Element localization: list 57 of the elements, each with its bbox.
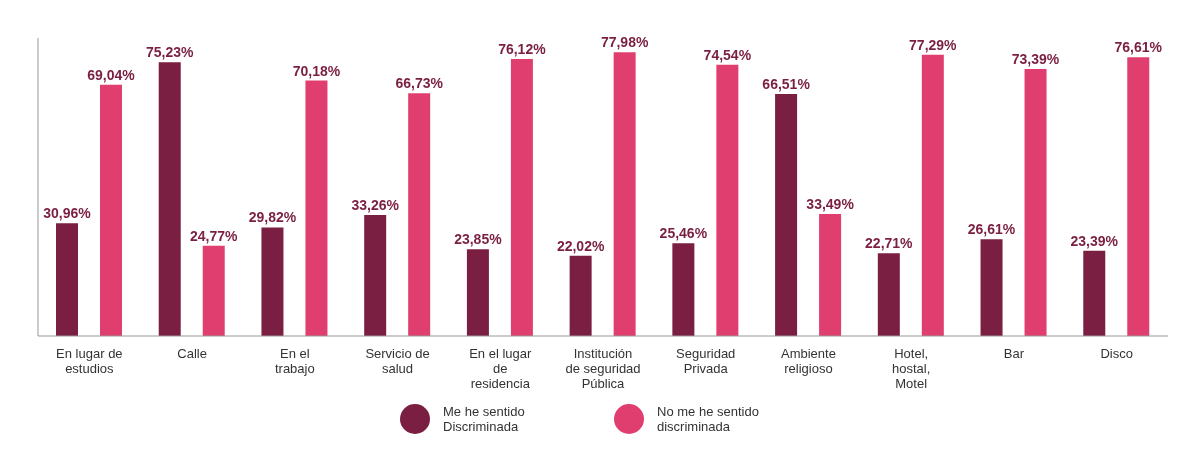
legend-label: No me he sentido discriminada	[657, 404, 760, 434]
data-label: 33,26%	[351, 196, 400, 213]
x-tick-label: Seguridad Privada	[676, 346, 736, 376]
data-label: 30,96%	[43, 205, 92, 222]
bar	[819, 214, 842, 336]
x-tick-label: En lugar de estudios	[56, 346, 123, 376]
bar	[613, 52, 636, 336]
data-label: 77,29%	[909, 36, 958, 53]
data-label: 69,04%	[87, 66, 136, 83]
data-label: 66,51%	[762, 75, 811, 92]
bar	[261, 227, 284, 336]
data-label: 25,46%	[659, 225, 708, 242]
x-tick-label: Disco	[1100, 346, 1133, 361]
data-label: 26,61%	[967, 221, 1016, 238]
bar	[510, 58, 533, 336]
x-tick-label: Calle	[177, 346, 207, 361]
bar	[1024, 68, 1047, 336]
data-label: 29,82%	[248, 209, 297, 226]
bar	[672, 243, 695, 336]
data-label: 77,98%	[600, 34, 649, 51]
data-label: 22,02%	[556, 237, 605, 254]
data-label: 75,23%	[145, 44, 195, 61]
x-tick-label: Hotel, hostal, Motel	[892, 346, 931, 391]
bar	[305, 80, 328, 336]
bar	[716, 64, 739, 336]
legend-label: Me he sentido Discriminada	[443, 404, 526, 434]
bar	[408, 93, 431, 336]
x-tick-label: Ambiente religioso	[780, 346, 836, 376]
bar	[569, 255, 592, 336]
data-label: 22,71%	[865, 235, 914, 252]
bar	[877, 253, 900, 336]
data-label: 70,18%	[292, 62, 341, 79]
bar	[158, 62, 181, 336]
bar	[775, 93, 798, 336]
x-tick-label: En el lugar de residencia	[469, 346, 533, 391]
bar	[921, 54, 944, 336]
bar	[202, 245, 225, 336]
x-tick-label: En el trabajo	[274, 346, 315, 376]
bar	[980, 239, 1003, 336]
bar	[56, 223, 78, 336]
data-label: 74,54%	[703, 46, 752, 63]
x-tick-label: Bar	[1003, 346, 1025, 361]
bar	[364, 214, 387, 336]
data-label: 76,12%	[498, 40, 547, 57]
bar	[100, 84, 122, 336]
x-tick-label: Institución de seguridad Pública	[565, 346, 641, 391]
data-label: 73,39%	[1011, 50, 1060, 67]
data-label: 23,85%	[454, 231, 503, 248]
data-label: 66,73%	[395, 75, 444, 92]
data-label: 76,61%	[1114, 39, 1163, 56]
bar	[1083, 250, 1106, 336]
data-label: 24,77%	[189, 227, 239, 244]
data-label: 33,49%	[806, 196, 855, 213]
bar	[1127, 57, 1150, 336]
bar	[466, 249, 489, 336]
data-label: 23,39%	[1070, 232, 1119, 249]
x-tick-label: Servicio de salud	[365, 346, 430, 376]
